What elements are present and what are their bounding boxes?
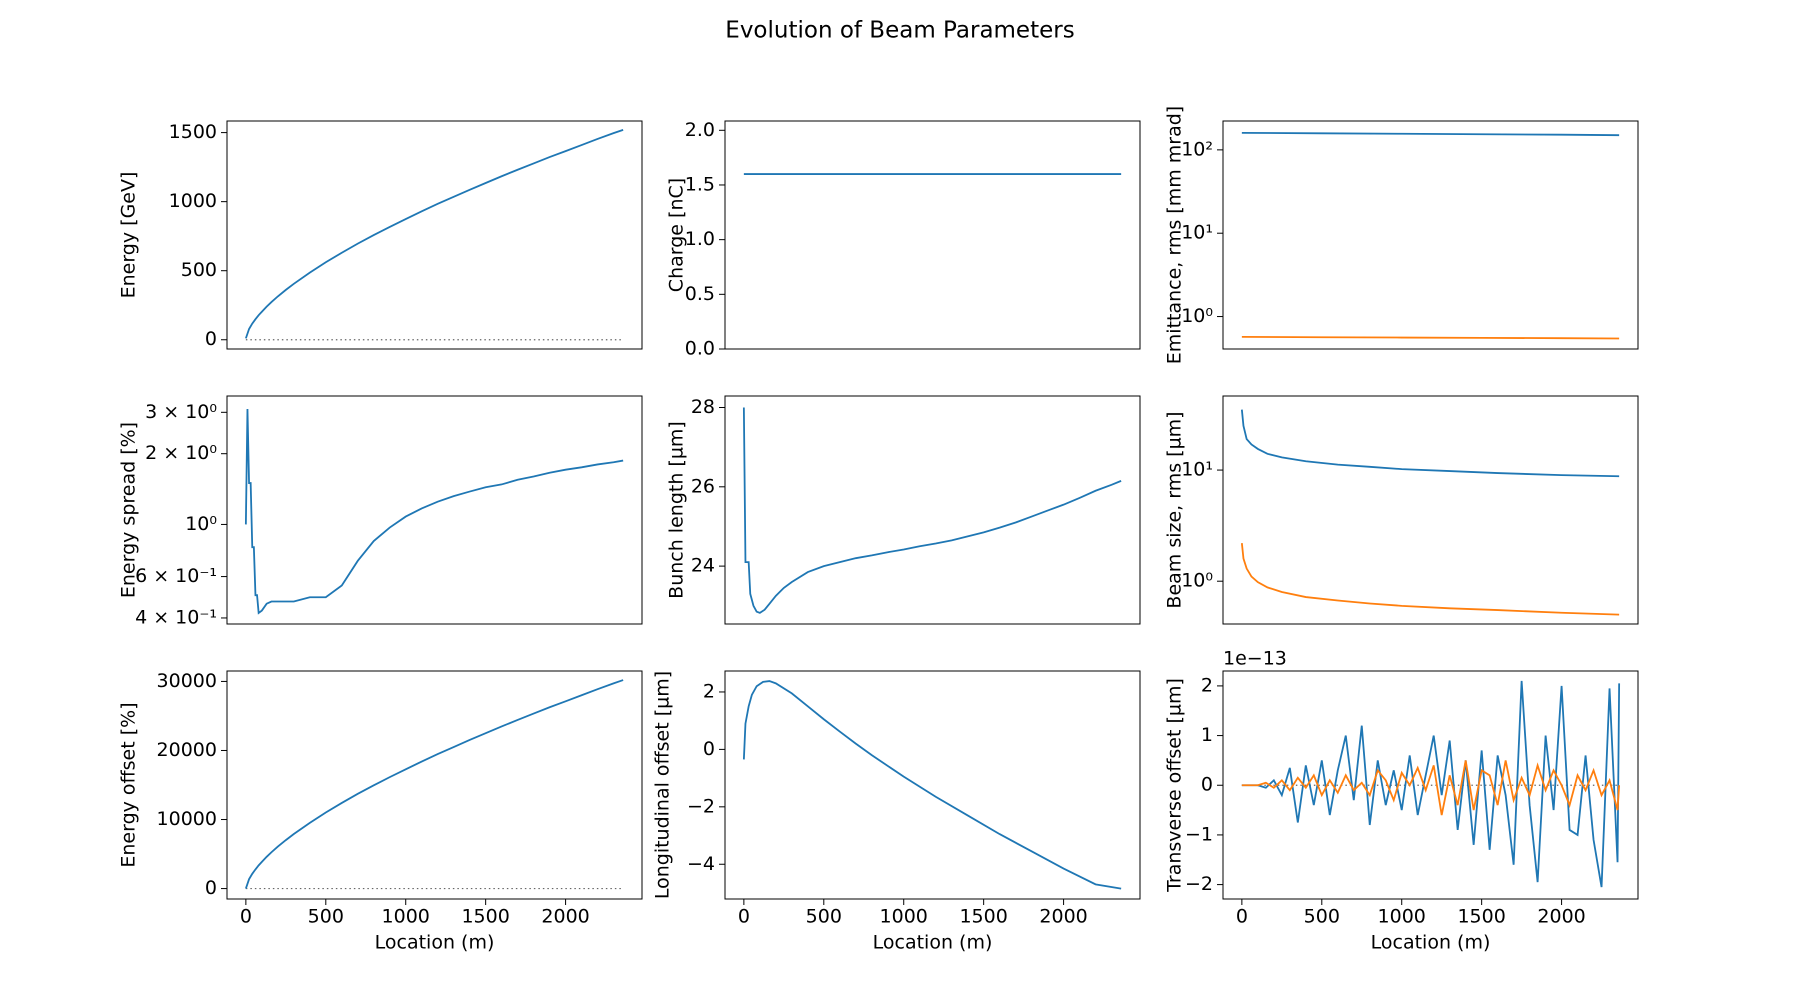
y-axis-label: Charge [nC] [666,178,688,292]
x-tick-label: 1500 [461,906,509,928]
series-line [1241,680,1621,888]
y-tick-label: 1500 [169,121,217,143]
x-tick-label: 0 [1236,906,1248,928]
y-tick-label: −2 [1185,873,1213,895]
axes-frame [724,395,1141,625]
y-tick-label: 0 [1201,774,1213,796]
y-tick-label: 10⁰ [185,513,217,535]
x-tick-label: 500 [806,906,842,928]
y-axis-label: Transverse offset [µm] [1164,678,1186,893]
x-tick-label: 2000 [541,906,589,928]
y-tick-label: 30000 [157,670,217,692]
x-tick-label: 1500 [959,906,1007,928]
series-line [1240,543,1620,616]
x-tick-label: 500 [308,906,344,928]
y-tick-label: 0 [703,738,715,760]
x-axis-label: Location (m) [1371,932,1491,954]
series-line [742,680,1122,890]
series-line [244,408,624,615]
y-tick-label: 10¹ [1181,459,1213,481]
axes-frame [226,670,643,900]
x-tick-label: 1000 [880,906,928,928]
y-tick-label: −4 [687,853,715,875]
y-tick-label: 6 × 10⁻¹ [135,565,217,587]
series-line [1241,336,1620,340]
y-tick-label: 3 × 10⁰ [145,401,217,423]
axes-frame [1222,395,1639,625]
y-tick-label: −2 [687,795,715,817]
y-tick-label: 0.0 [685,338,715,360]
series-line [742,407,1122,614]
x-tick-label: 2000 [1039,906,1087,928]
x-axis-label: Location (m) [873,932,993,954]
y-tick-label: 2 [1201,674,1213,696]
series-line [1241,760,1621,816]
x-tick-label: 1000 [382,906,430,928]
y-tick-label: 4 × 10⁻¹ [135,606,217,628]
y-tick-label: 0 [205,328,217,350]
y-axis-label: Beam size, rms [µm] [1164,411,1186,608]
axes-frame [1222,120,1639,350]
offset-text: 1e−13 [1223,648,1287,670]
y-tick-label: 1.5 [685,173,715,195]
axes-frame [1222,670,1639,900]
y-tick-label: 10000 [157,808,217,830]
y-tick-label: 500 [181,259,217,281]
y-tick-label: 10⁰ [1181,570,1213,592]
y-axis-label: Energy offset [%] [118,702,140,867]
figure-title: Evolution of Beam Parameters [725,18,1074,44]
y-tick-label: 10¹ [1181,222,1213,244]
axes-frame [226,395,643,625]
y-tick-label: 1.0 [685,228,715,250]
y-tick-label: 2 × 10⁰ [145,442,217,464]
x-tick-label: 0 [738,906,750,928]
y-tick-label: 24 [691,555,715,577]
axes-frame [226,120,643,350]
y-tick-label: 10⁰ [1181,305,1213,327]
y-tick-label: 0.5 [685,283,715,305]
series-line [245,128,624,339]
y-tick-label: 10² [1181,138,1213,160]
y-tick-label: 1000 [169,190,217,212]
y-axis-label: Emittance, rms [mm mrad] [1164,106,1186,364]
y-axis-label: Energy [GeV] [118,172,140,299]
x-tick-label: 1500 [1457,906,1505,928]
x-tick-label: 1000 [1378,906,1426,928]
y-axis-label: Bunch length [µm] [666,421,688,599]
y-axis-label: Energy spread [%] [118,422,140,598]
axes-frame [724,670,1141,900]
y-tick-label: 28 [691,396,715,418]
axes-frame [724,120,1141,350]
y-tick-label: 26 [691,475,715,497]
series-line [1241,131,1620,137]
x-tick-label: 0 [240,906,252,928]
x-tick-label: 2000 [1537,906,1585,928]
y-tick-label: 2 [703,680,715,702]
y-tick-label: 20000 [157,739,217,761]
y-tick-label: 2.0 [685,119,715,141]
x-axis-label: Location (m) [375,932,495,954]
x-tick-label: 500 [1304,906,1340,928]
y-tick-label: −1 [1185,823,1213,845]
y-tick-label: 1 [1201,724,1213,746]
series-line [245,679,624,889]
y-axis-label: Longitudinal offset [µm] [652,671,674,899]
y-tick-label: 0 [205,877,217,899]
series-line [1240,409,1620,478]
